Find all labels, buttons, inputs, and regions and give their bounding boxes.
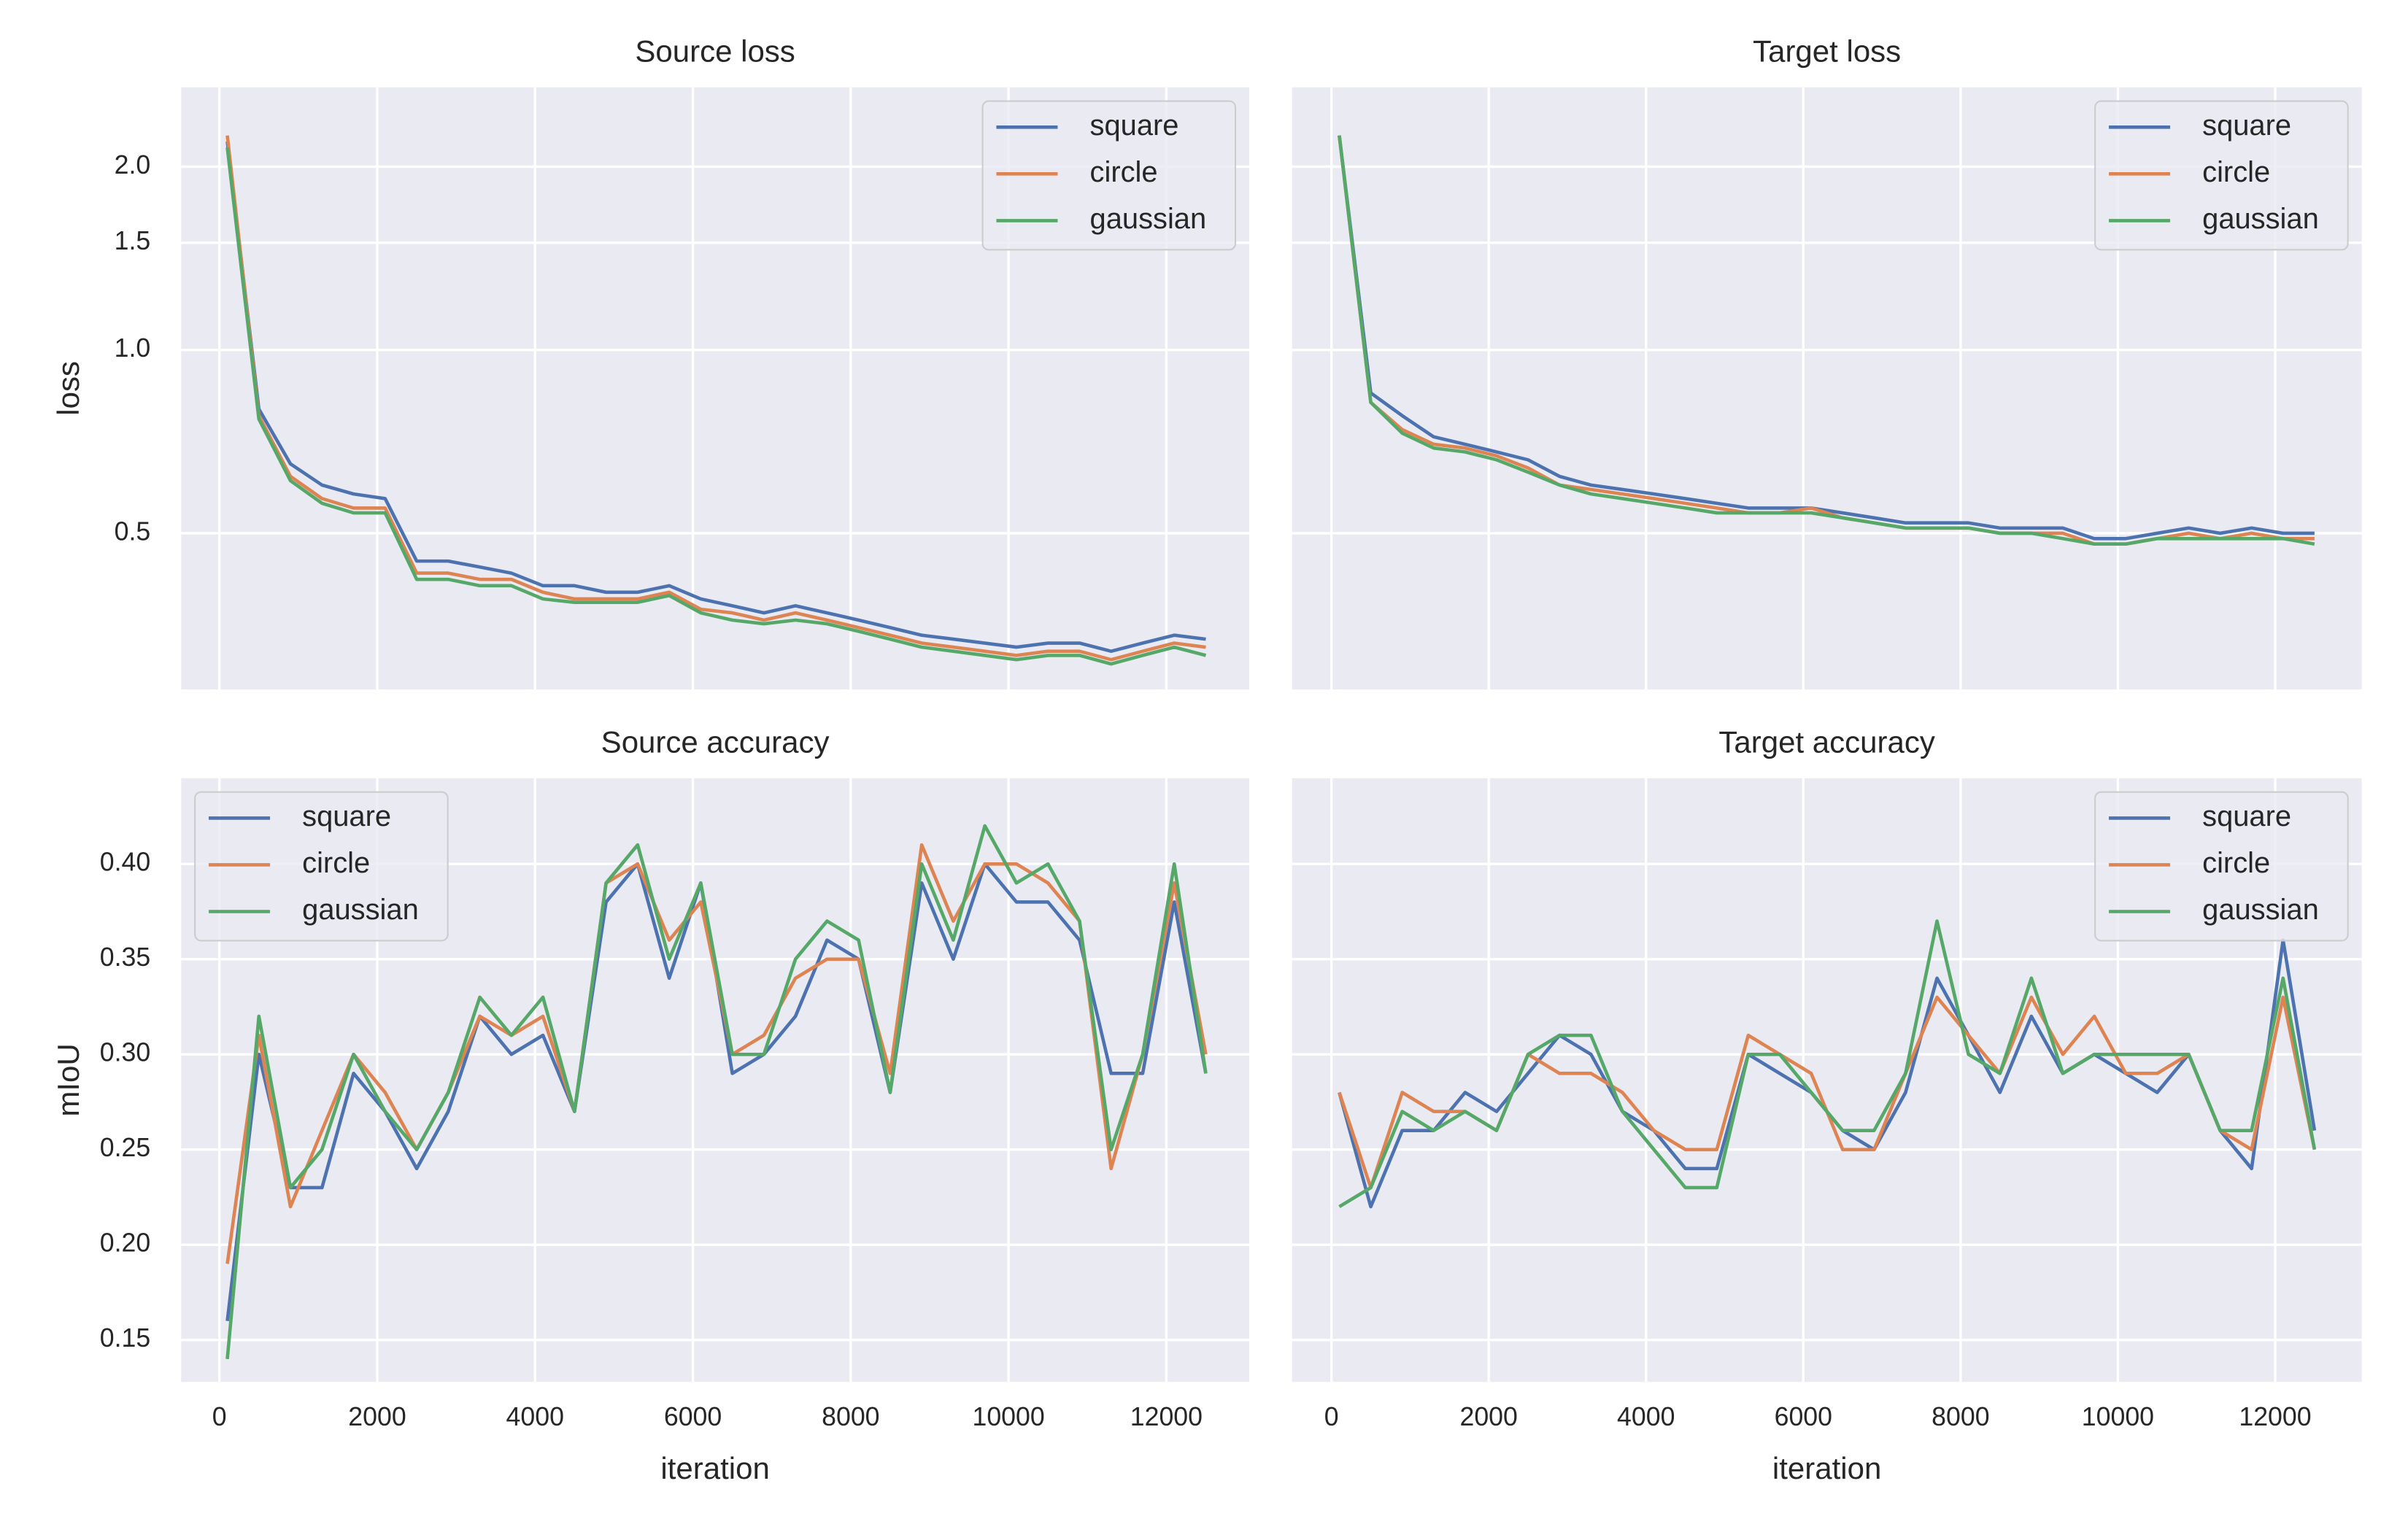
- x-tick-label: 8000: [1932, 1402, 1989, 1431]
- y-tick-label: 0.30: [100, 1038, 150, 1067]
- y-tick-label: 1.0: [115, 333, 151, 363]
- y-tick-label: 1.5: [115, 226, 151, 255]
- subplot-title: Target accuracy: [1718, 725, 1934, 759]
- series-line: [1338, 919, 2317, 1209]
- series-line: [225, 135, 1206, 662]
- x-tick-label: 4000: [1617, 1402, 1675, 1431]
- x-tick-label: 2000: [1459, 1402, 1517, 1431]
- legend-label: circle: [2202, 156, 2270, 188]
- legend-box: [2094, 791, 2349, 942]
- subplot: Source accuracy 0 2000 4000 6000 8000 10000 120…: [51, 725, 1249, 1485]
- legend-label: circle: [302, 847, 370, 879]
- y-axis-label: mIoU: [51, 1043, 85, 1116]
- x-tick-label: 2000: [348, 1402, 406, 1431]
- subplot-title: Target loss: [1753, 34, 1901, 69]
- subplot: Target loss square circle gaussian: [1292, 34, 2362, 689]
- y-tick-label: 0.40: [100, 848, 150, 877]
- series-line: [225, 843, 1208, 1264]
- legend-label: circle: [1090, 156, 1158, 188]
- y-tick-label: 2.0: [115, 150, 151, 179]
- x-tick-label: 8000: [822, 1402, 879, 1431]
- legend-label: gaussian: [2202, 894, 2319, 926]
- subplot: Target accuracy 0 2000 4000 6000 8000 10000 120…: [1292, 725, 2362, 1485]
- legend-box: [194, 791, 449, 942]
- legend-label: square: [1090, 109, 1179, 142]
- subplot: Source loss 0.5 1.0 1.5 2.0 loss square circle g…: [51, 34, 1249, 689]
- x-tick-label: 10000: [972, 1402, 1044, 1431]
- legend-label: square: [302, 800, 391, 832]
- legend: square circle gaussian: [2094, 100, 2349, 251]
- subplot-title: Source loss: [635, 34, 795, 69]
- x-axis-label: iteration: [660, 1451, 769, 1485]
- series-line: [225, 141, 1206, 653]
- legend-label: square: [2202, 800, 2291, 832]
- y-tick-label: 0.5: [115, 517, 151, 546]
- x-tick-label: 6000: [664, 1402, 722, 1431]
- x-tick-label: 10000: [2082, 1402, 2154, 1431]
- x-axis-label: iteration: [1772, 1451, 1881, 1485]
- x-tick-label: 0: [1324, 1402, 1339, 1431]
- y-axis-label: loss: [51, 361, 85, 416]
- series-line: [225, 147, 1207, 666]
- legend-label: gaussian: [2202, 203, 2319, 235]
- x-tick-label: 12000: [2239, 1402, 2311, 1431]
- y-tick-label: 0.35: [100, 943, 150, 972]
- x-tick-label: 12000: [1130, 1402, 1203, 1431]
- series-line: [225, 824, 1208, 1360]
- legend-label: square: [2202, 109, 2291, 142]
- series-line: [1338, 135, 2315, 541]
- legend-label: gaussian: [302, 894, 419, 926]
- legend: square circle gaussian: [2094, 791, 2349, 942]
- y-tick-label: 0.20: [100, 1229, 150, 1258]
- subplot-title: Source accuracy: [601, 725, 830, 759]
- legend-label: gaussian: [1090, 203, 1207, 235]
- legend-label: circle: [2202, 847, 2270, 879]
- y-tick-label: 0.15: [100, 1323, 150, 1353]
- legend: square circle gaussian: [194, 791, 449, 942]
- x-tick-label: 0: [212, 1402, 227, 1431]
- legend-box: [981, 100, 1237, 251]
- legend-box: [2094, 100, 2349, 251]
- y-tick-label: 0.25: [100, 1133, 150, 1162]
- x-tick-label: 6000: [1775, 1402, 1832, 1431]
- series-line: [1338, 135, 2315, 546]
- x-tick-label: 4000: [506, 1402, 564, 1431]
- legend: square circle gaussian: [981, 100, 1237, 251]
